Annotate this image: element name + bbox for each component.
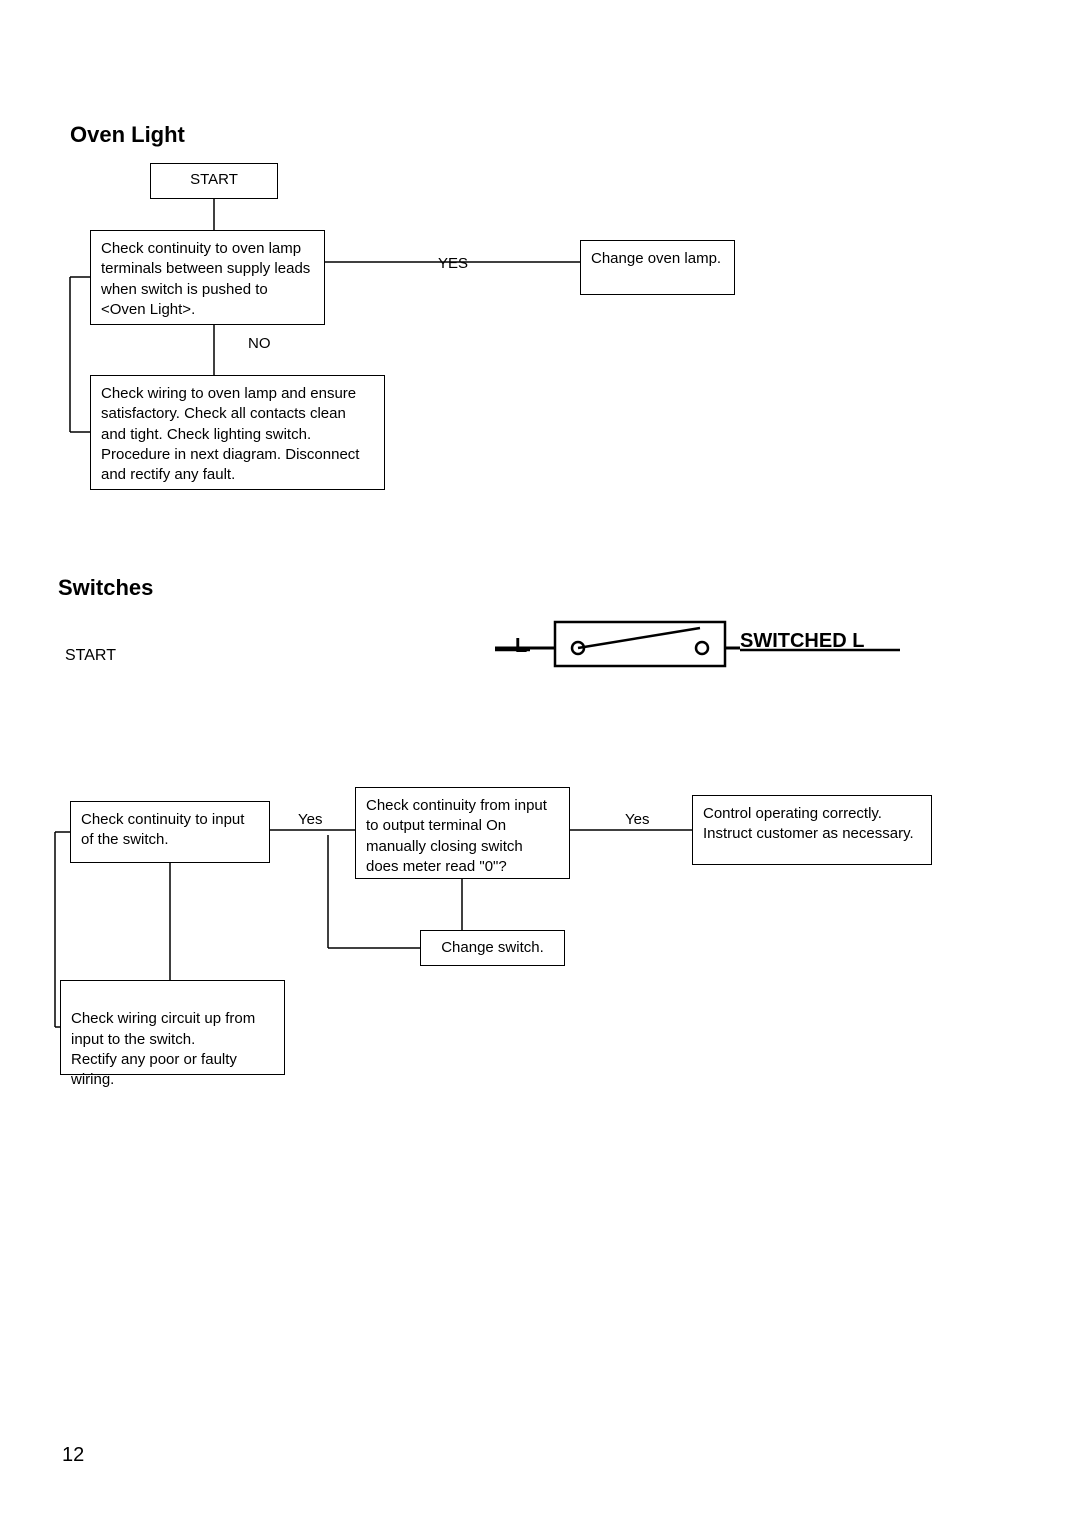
start-label: START <box>190 171 238 188</box>
section2-change-switch-box: Change switch. <box>420 930 565 966</box>
section1-yes-label: YES <box>438 255 468 272</box>
section2-check-input-box: Check continuity to input of the switch. <box>70 801 270 863</box>
section1-change-lamp-box: Change oven lamp. <box>580 240 735 295</box>
switch-label-L: L <box>515 635 527 658</box>
section2-start-label: START <box>65 647 116 665</box>
section1-no-label: NO <box>248 335 271 352</box>
check-wiring-circuit-text: Check wiring circuit up from input to th… <box>71 1010 255 1088</box>
section1-check-continuity-box: Check continuity to oven lamp terminals … <box>90 230 325 325</box>
check-continuity-text: Check continuity to oven lamp terminals … <box>101 240 310 318</box>
page-number: 12 <box>62 1444 84 1467</box>
check-wiring-text: Check wiring to oven lamp and ensure sat… <box>101 385 359 483</box>
section2-yes-label-2: Yes <box>625 811 649 828</box>
section1-check-wiring-box: Check wiring to oven lamp and ensure sat… <box>90 375 385 490</box>
section2-check-output-box: Check continuity from input to output te… <box>355 787 570 879</box>
section1-title: Oven Light <box>70 122 185 148</box>
control-ok-text: Control operating correctly. Instruct cu… <box>703 805 914 842</box>
change-lamp-text: Change oven lamp. <box>591 250 721 267</box>
check-input-text: Check continuity to input of the switch. <box>81 811 244 848</box>
page-root: Oven Light START Check continuity to ove… <box>0 0 1080 1528</box>
section1-start-box: START <box>150 163 278 199</box>
check-output-text: Check continuity from input to output te… <box>366 797 547 875</box>
change-switch-text: Change switch. <box>441 939 544 956</box>
section2-title: Switches <box>58 575 153 601</box>
switch-label-switched-L: SWITCHED L <box>740 630 864 653</box>
section2-yes-label-1: Yes <box>298 811 322 828</box>
section2-control-ok-box: Control operating correctly. Instruct cu… <box>692 795 932 865</box>
section2-check-wiring-circuit-box: Check wiring circuit up from input to th… <box>60 980 285 1075</box>
